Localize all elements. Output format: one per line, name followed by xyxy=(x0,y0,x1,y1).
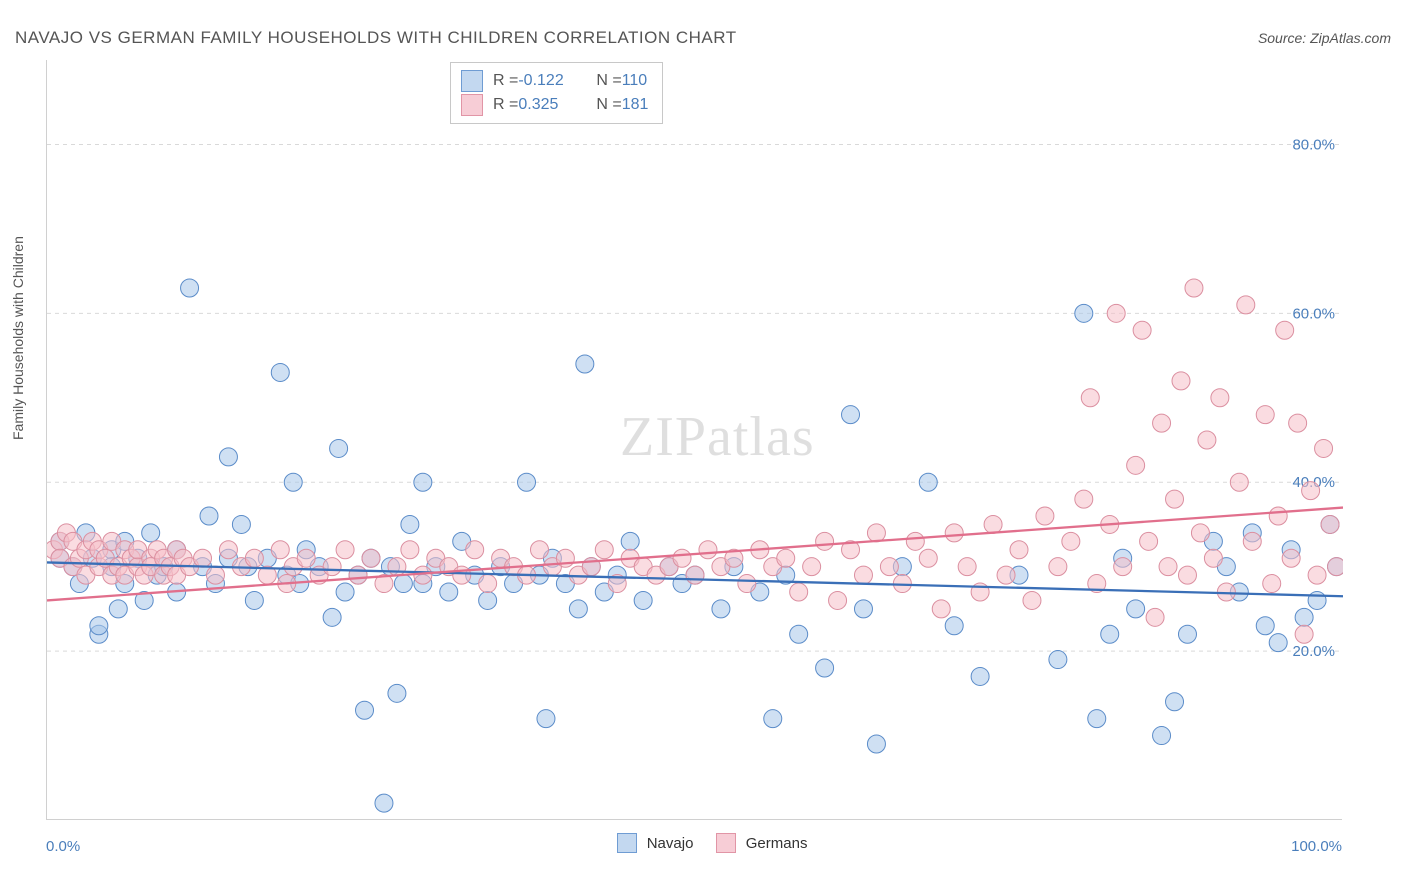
svg-text:60.0%: 60.0% xyxy=(1292,305,1335,322)
swatch-series-1 xyxy=(461,70,483,92)
chart-area: 20.0%40.0%60.0%80.0% xyxy=(46,60,1342,820)
svg-text:20.0%: 20.0% xyxy=(1292,643,1335,660)
source-label: Source: ZipAtlas.com xyxy=(1258,30,1391,46)
svg-text:80.0%: 80.0% xyxy=(1292,136,1335,153)
chart-title: NAVAJO VS GERMAN FAMILY HOUSEHOLDS WITH … xyxy=(15,28,737,48)
legend-label-navajo: Navajo xyxy=(647,835,694,852)
legend-swatch-navajo xyxy=(617,833,637,853)
stats-legend-box: R = -0.122 N = 110 R = 0.325 N = 181 xyxy=(450,62,663,124)
legend-swatch-germans xyxy=(716,833,736,853)
stats-row-1: R = -0.122 N = 110 xyxy=(461,69,648,93)
scatter-chart-svg: 20.0%40.0%60.0%80.0% xyxy=(47,60,1343,820)
bottom-legend: Navajo Germans xyxy=(0,834,1406,854)
stats-row-2: R = 0.325 N = 181 xyxy=(461,93,648,117)
y-axis-label: Family Households with Children xyxy=(10,236,26,440)
swatch-series-2 xyxy=(461,94,483,116)
legend-label-germans: Germans xyxy=(746,835,808,852)
